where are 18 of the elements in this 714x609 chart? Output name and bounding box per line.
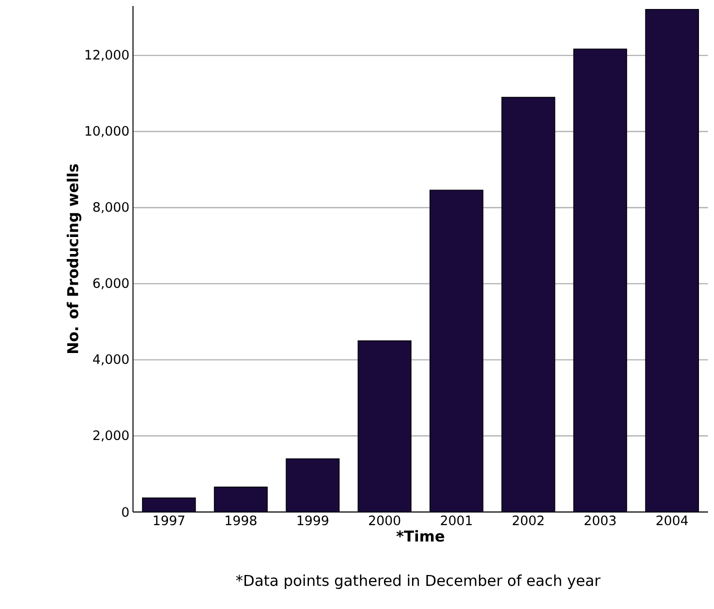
x-tick-label: 2000 — [369, 516, 400, 526]
y-tick-label: 4,000 — [93, 354, 129, 366]
y-tick-label: 6,000 — [93, 278, 129, 290]
y-tick-label: 0 — [122, 507, 129, 517]
x-tick-label: 1999 — [298, 516, 328, 526]
x-tick-label: 2003 — [584, 516, 616, 526]
x-axis-title: *Time — [396, 530, 444, 542]
text: *Data points gathered in December of each year — [236, 574, 600, 589]
y-tick-label: 8,000 — [93, 202, 129, 214]
x-tick-label: 2002 — [512, 516, 544, 526]
x-tick-label: 1998 — [226, 516, 256, 526]
x-tick-label: 2001 — [440, 516, 472, 526]
y-tick-label: 2,000 — [93, 430, 129, 442]
x-tick-label: 1997 — [154, 516, 184, 526]
y-tick-label: 10,000 — [86, 126, 129, 138]
y-axis-title: No. of Producing wells — [66, 164, 82, 354]
x-tick-label: 2004 — [656, 516, 688, 526]
y-tick-label: 12,000 — [86, 50, 129, 61]
